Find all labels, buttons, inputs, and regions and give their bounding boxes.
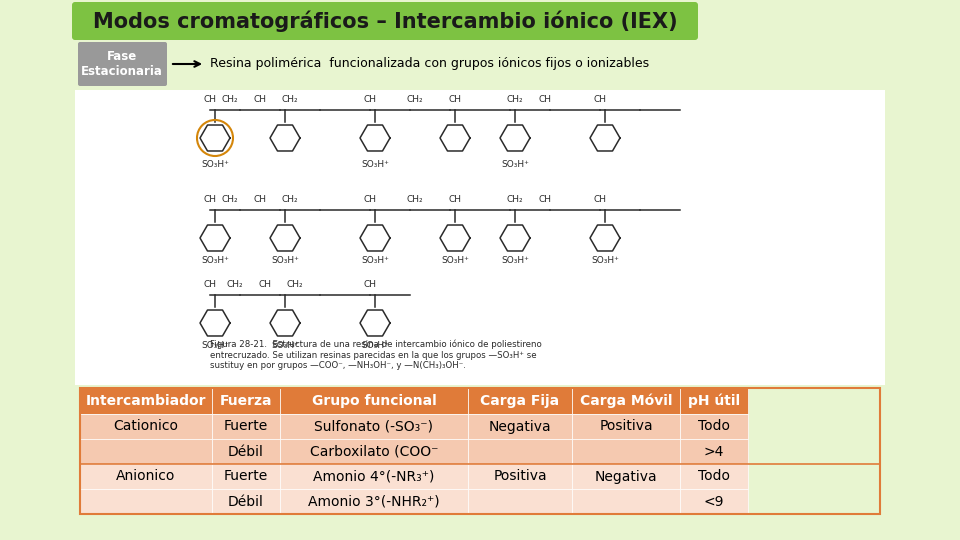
Text: Fuerte: Fuerte (224, 420, 268, 434)
Text: Grupo funcional: Grupo funcional (312, 394, 437, 408)
Text: Modos cromatográficos – Intercambio iónico (IEX): Modos cromatográficos – Intercambio ióni… (93, 10, 678, 32)
Text: CH: CH (593, 195, 607, 204)
Text: SO₃H⁺: SO₃H⁺ (501, 160, 529, 169)
Text: SO₃H⁺: SO₃H⁺ (271, 341, 299, 350)
Text: CH: CH (253, 95, 267, 104)
Text: Todo: Todo (698, 420, 730, 434)
Text: SO₃H⁺: SO₃H⁺ (201, 160, 228, 169)
Text: Débil: Débil (228, 444, 264, 458)
Bar (280, 439, 468, 464)
Bar (680, 414, 748, 439)
Bar (80, 439, 212, 464)
Bar (280, 489, 468, 514)
Text: SO₃H⁺: SO₃H⁺ (441, 256, 468, 265)
Text: CH: CH (539, 195, 551, 204)
Bar (680, 464, 748, 489)
Bar (572, 388, 680, 414)
Bar (280, 388, 468, 414)
Text: Positiva: Positiva (493, 469, 547, 483)
Text: CH₂: CH₂ (222, 195, 238, 204)
Bar (680, 439, 748, 464)
Text: pH útil: pH útil (688, 394, 740, 408)
Text: CH₂: CH₂ (281, 195, 299, 204)
Text: Amonio 4°(-NR₃⁺): Amonio 4°(-NR₃⁺) (313, 469, 435, 483)
Text: Fuerza: Fuerza (220, 394, 273, 408)
Text: CH: CH (539, 95, 551, 104)
Text: Débil: Débil (228, 495, 264, 509)
Text: Fase
Estacionaria: Fase Estacionaria (81, 50, 163, 78)
Bar (468, 489, 572, 514)
Text: CH: CH (258, 280, 272, 289)
FancyBboxPatch shape (72, 2, 698, 40)
Bar (212, 489, 280, 514)
Bar (468, 439, 572, 464)
Bar (80, 388, 880, 514)
Text: CH: CH (204, 280, 217, 289)
Text: CH₂: CH₂ (227, 280, 243, 289)
Bar (468, 414, 572, 439)
Text: Sulfonato (-SO₃⁻): Sulfonato (-SO₃⁻) (315, 420, 434, 434)
Text: CH: CH (448, 95, 462, 104)
Text: CH₂: CH₂ (287, 280, 303, 289)
Bar (212, 464, 280, 489)
Bar (680, 388, 748, 414)
Text: CH₂: CH₂ (407, 195, 423, 204)
Text: CH₂: CH₂ (507, 195, 523, 204)
Bar (212, 414, 280, 439)
Text: SO₃H⁺: SO₃H⁺ (361, 341, 389, 350)
Text: Negativa: Negativa (489, 420, 551, 434)
Bar (572, 414, 680, 439)
Text: CH: CH (593, 95, 607, 104)
Text: CH₂: CH₂ (507, 95, 523, 104)
Text: SO₃H⁺: SO₃H⁺ (361, 256, 389, 265)
Text: CH: CH (204, 195, 217, 204)
Bar (212, 439, 280, 464)
Text: CH: CH (364, 280, 376, 289)
Text: Carga Fija: Carga Fija (480, 394, 560, 408)
Bar (75, 90, 885, 385)
Text: SO₃H⁺: SO₃H⁺ (591, 256, 619, 265)
Text: CH: CH (364, 95, 376, 104)
Bar (680, 489, 748, 514)
Bar (468, 388, 572, 414)
Bar (80, 388, 212, 414)
Text: Carboxilato (COO⁻: Carboxilato (COO⁻ (310, 444, 439, 458)
Bar (280, 464, 468, 489)
Text: Anionico: Anionico (116, 469, 176, 483)
Bar (572, 439, 680, 464)
Text: Cationico: Cationico (113, 420, 179, 434)
Bar (80, 414, 212, 439)
Text: Carga Móvil: Carga Móvil (580, 394, 672, 408)
Text: Amonio 3°(-NHR₂⁺): Amonio 3°(-NHR₂⁺) (308, 495, 440, 509)
Text: Todo: Todo (698, 469, 730, 483)
Text: CH₂: CH₂ (222, 95, 238, 104)
Bar (468, 464, 572, 489)
Text: CH: CH (253, 195, 267, 204)
Bar (572, 489, 680, 514)
Text: Fuerte: Fuerte (224, 469, 268, 483)
FancyBboxPatch shape (78, 42, 167, 86)
Bar (80, 464, 212, 489)
Text: SO₃H⁺: SO₃H⁺ (201, 256, 228, 265)
Text: CH: CH (204, 95, 217, 104)
Text: >4: >4 (704, 444, 724, 458)
Text: SO₃H⁺: SO₃H⁺ (201, 341, 228, 350)
Text: Resina polimérica  funcionalizada con grupos iónicos fijos o ionizables: Resina polimérica funcionalizada con gru… (210, 57, 649, 71)
Text: CH: CH (448, 195, 462, 204)
Text: CH: CH (364, 195, 376, 204)
Text: CH₂: CH₂ (407, 95, 423, 104)
Text: Figura 28-21.  Estructura de una resina de intercambio iónico de poliestireno
en: Figura 28-21. Estructura de una resina d… (210, 340, 541, 370)
Text: Intercambiador: Intercambiador (85, 394, 206, 408)
Bar (572, 464, 680, 489)
Text: SO₃H⁺: SO₃H⁺ (271, 256, 299, 265)
Text: Negativa: Negativa (594, 469, 658, 483)
Bar (80, 489, 212, 514)
Text: CH₂: CH₂ (281, 95, 299, 104)
Text: SO₃H⁺: SO₃H⁺ (361, 160, 389, 169)
Text: Positiva: Positiva (599, 420, 653, 434)
Bar (280, 414, 468, 439)
Text: SO₃H⁺: SO₃H⁺ (501, 256, 529, 265)
Bar (212, 388, 280, 414)
Text: <9: <9 (704, 495, 724, 509)
